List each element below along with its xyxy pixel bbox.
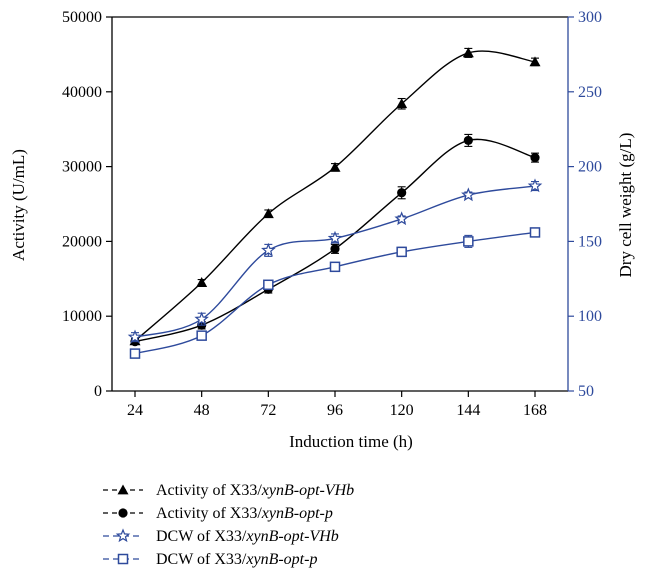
x-tick-label: 72 xyxy=(260,402,276,419)
data-point-series-3 xyxy=(127,329,143,344)
data-point-series-4 xyxy=(196,330,207,341)
plot-area xyxy=(127,47,543,359)
x-tick-label: 48 xyxy=(194,402,210,419)
data-point-series-1 xyxy=(396,98,408,109)
legend-marker-2 xyxy=(118,508,128,518)
left-y-tick-label: 50000 xyxy=(62,9,102,26)
legend-label-strain: xynB-opt-p xyxy=(245,551,317,568)
data-point-series-2 xyxy=(530,153,540,163)
data-point-series-1 xyxy=(196,277,208,287)
legend-marker-3 xyxy=(115,528,131,543)
right-y-tick-label: 100 xyxy=(578,308,602,325)
left-y-tick-label: 10000 xyxy=(62,308,102,325)
data-point-series-3 xyxy=(261,242,276,257)
legend-label-prefix: DCW of X33/ xyxy=(156,528,247,545)
left-y-tick-label: 0 xyxy=(94,383,102,400)
right-y-tick-label: 150 xyxy=(578,233,602,250)
legend-label-strain: xynB-opt-VHb xyxy=(245,528,338,545)
data-point-series-4 xyxy=(129,348,141,359)
legend-label-strain: xynB-opt-p xyxy=(261,505,333,522)
data-point-series-2 xyxy=(463,135,473,146)
legend-label-1: Activity of X33/xynB-opt-VHb xyxy=(156,482,354,499)
data-point-series-2 xyxy=(397,188,407,198)
data-point-series-4 xyxy=(396,246,407,258)
left-y-tick-label: 20000 xyxy=(62,233,102,250)
legend-marker-4 xyxy=(117,553,129,565)
data-point-series-3 xyxy=(194,311,209,326)
axes: 24 48 72 96 120 144 168 0 10000 20000 30000 40000 50… xyxy=(62,9,602,419)
data-point-series-4 xyxy=(463,236,474,247)
right-y-axis-title: Dry cell weight (g/L) xyxy=(616,133,635,278)
data-point-series-4 xyxy=(529,227,541,238)
x-tick-label: 120 xyxy=(390,402,414,419)
data-point-series-4 xyxy=(263,279,274,291)
legend-label-strain: xynB-opt-VHb xyxy=(261,482,354,499)
left-y-tick-label: 40000 xyxy=(62,84,102,101)
legend-label-prefix: Activity of X33/ xyxy=(156,482,262,499)
x-tick-label: 144 xyxy=(456,402,480,419)
right-y-tick-label: 200 xyxy=(578,159,602,176)
data-point-series-4 xyxy=(329,261,341,273)
x-tick-label: 96 xyxy=(327,402,343,419)
x-tick-label: 168 xyxy=(523,402,547,419)
right-y-tick-label: 50 xyxy=(578,383,594,400)
legend-label-prefix: Activity of X33/ xyxy=(156,505,262,522)
legend-label-3: DCW of X33/xynB-opt-VHb xyxy=(156,528,339,545)
data-point-series-1 xyxy=(462,47,474,58)
data-point-series-3 xyxy=(461,187,476,202)
legend-label-4: DCW of X33/xynB-opt-p xyxy=(156,551,317,568)
data-point-series-1 xyxy=(329,161,341,172)
series-line-1 xyxy=(134,50,536,342)
data-point-series-3 xyxy=(327,230,343,245)
data-point-series-1 xyxy=(529,56,541,67)
data-point-series-3 xyxy=(527,178,543,193)
left-y-axis-title: Activity (U/mL) xyxy=(9,149,28,261)
legend-marker-1 xyxy=(117,484,129,495)
x-tick-label: 24 xyxy=(127,402,143,419)
legend-label-prefix: DCW of X33/ xyxy=(156,551,247,568)
x-axis-title: Induction time (h) xyxy=(289,432,413,451)
right-y-tick-label: 250 xyxy=(578,84,602,101)
left-y-tick-label: 30000 xyxy=(62,159,102,176)
data-point-series-3 xyxy=(394,211,409,226)
right-y-tick-label: 300 xyxy=(578,9,602,26)
data-point-series-1 xyxy=(262,208,274,219)
data-point-series-2 xyxy=(330,244,340,254)
legend-label-2: Activity of X33/xynB-opt-p xyxy=(156,505,333,522)
